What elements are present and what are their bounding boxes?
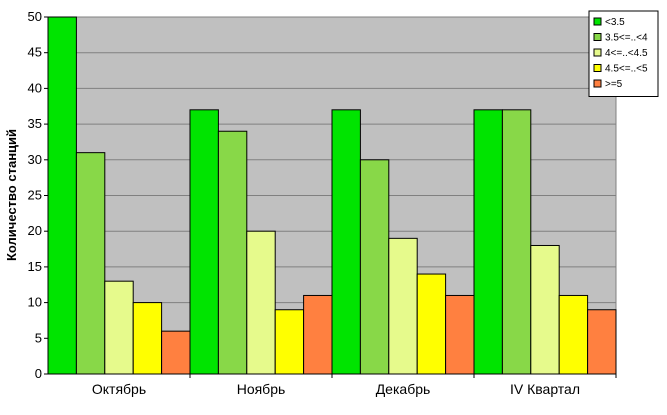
y-axis-title: Количество станций xyxy=(4,129,19,261)
y-tick-label: 0 xyxy=(35,366,42,381)
legend-label: 4.5<=..<5 xyxy=(605,64,648,75)
bar-2-series-5 xyxy=(303,294,333,375)
legend-label: 4<=..<4.5 xyxy=(605,48,648,59)
legend-label: >=5 xyxy=(605,79,623,90)
bar-4-series-1 xyxy=(473,109,503,375)
y-tick-label: 50 xyxy=(28,9,42,24)
bar-4-series-5 xyxy=(587,309,617,375)
legend: <3.5 3.5<=..<4 4<=..<4.5 4.5<=..<5 >=5 xyxy=(588,10,659,97)
legend-swatch xyxy=(593,17,602,26)
bar-4-series-4 xyxy=(558,294,589,375)
y-tick-label: 5 xyxy=(35,330,42,345)
bar-1-series-4 xyxy=(132,302,163,375)
bar-2-series-1 xyxy=(189,109,219,375)
x-category-label: Октябрь xyxy=(92,381,146,397)
bar-1-series-3 xyxy=(104,280,134,375)
bar-3-series-4 xyxy=(416,273,447,375)
y-tick-label: 40 xyxy=(28,80,42,95)
bar-3-series-2 xyxy=(359,159,390,375)
y-tick-label: 30 xyxy=(28,152,42,167)
axes: 0 5 10 15 20 25 30 35 40 45 50 Октябрь Ноябрь Декабрь… xyxy=(28,9,617,397)
bar-3-series-1 xyxy=(331,109,361,375)
legend-swatch xyxy=(593,48,602,57)
bar-3-series-3 xyxy=(388,237,418,375)
x-category-label: IV Квартал xyxy=(510,381,580,397)
y-tick-label: 35 xyxy=(28,116,42,131)
y-tick-label: 25 xyxy=(28,188,42,203)
legend-swatch xyxy=(593,33,602,41)
x-category-label: Ноябрь xyxy=(237,381,286,397)
legend-label: <3.5 xyxy=(605,17,625,28)
bar-4-series-2 xyxy=(501,109,532,375)
y-tick-label: 20 xyxy=(28,223,42,238)
bar-3-series-5 xyxy=(445,294,475,375)
bar-4-series-3 xyxy=(530,244,560,375)
bar-1-series-1 xyxy=(47,16,77,375)
legend-swatch xyxy=(593,79,602,88)
bar-2-series-4 xyxy=(274,309,305,375)
legend-swatch xyxy=(593,64,602,72)
y-tick-label: 45 xyxy=(28,45,42,60)
legend-label: 3.5<=..<4 xyxy=(605,33,648,44)
bar-1-series-2 xyxy=(75,152,106,375)
y-tick-label: 15 xyxy=(28,259,42,274)
bar-1-series-5 xyxy=(161,330,191,375)
bar-2-series-3 xyxy=(246,230,276,375)
x-category-label: Декабрь xyxy=(376,381,431,397)
bar-2-series-2 xyxy=(217,130,248,375)
y-tick-label: 10 xyxy=(28,295,42,310)
